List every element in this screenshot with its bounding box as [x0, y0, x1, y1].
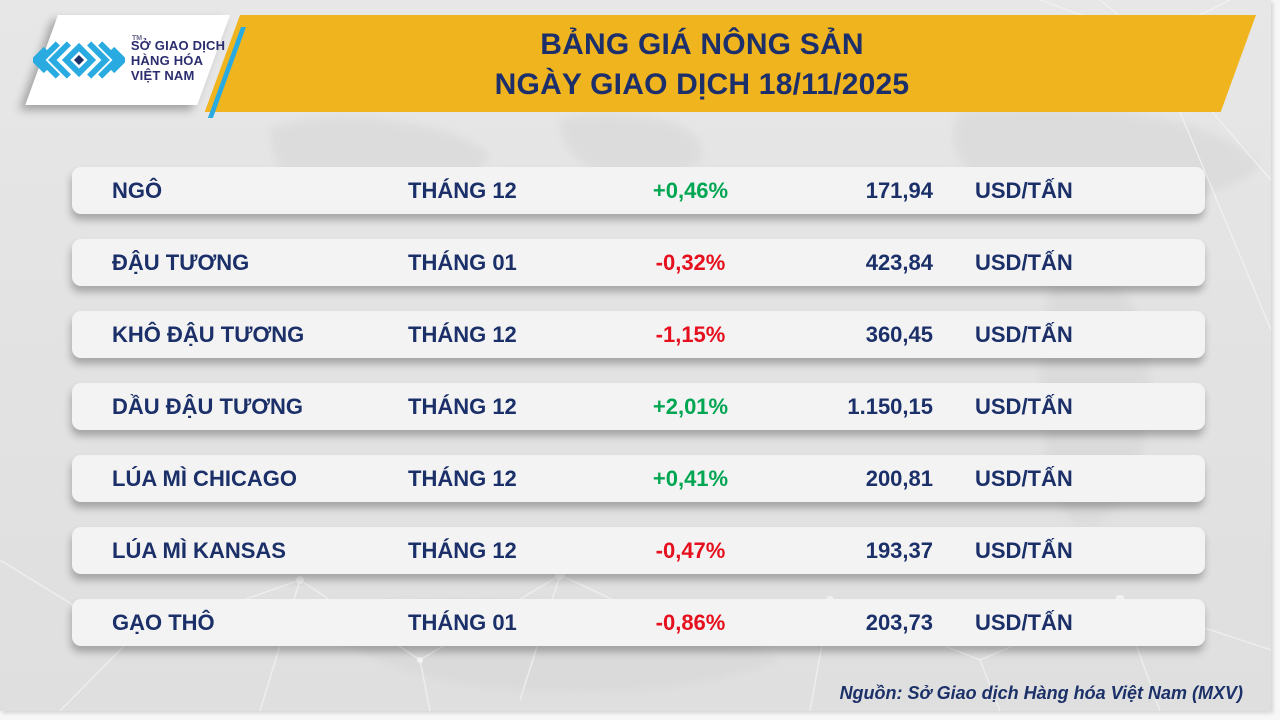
price-unit: USD/TẤN: [975, 393, 1073, 419]
price-row: LÚA MÌ KANSAS THÁNG 12 -0,47% 193,37 USD…: [72, 527, 1205, 574]
commodity-name: GẠO THÔ: [112, 609, 215, 635]
contract-month: THÁNG 12: [408, 321, 517, 347]
contract-month: THÁNG 01: [408, 249, 517, 275]
commodity-name: LÚA MÌ KANSAS: [112, 537, 286, 563]
percent-change: +2,01%: [652, 393, 729, 419]
price-row: GẠO THÔ THÁNG 01 -0,86% 203,73 USD/TẤN: [72, 599, 1205, 646]
price-value: 203,73: [865, 609, 933, 635]
contract-month: THÁNG 12: [408, 393, 517, 419]
commodity-name: NGÔ: [112, 177, 163, 203]
price-value: 193,37: [865, 537, 933, 563]
price-unit: USD/TẤN: [975, 249, 1073, 275]
price-value: 423,84: [865, 249, 933, 275]
percent-change: +0,46%: [652, 177, 729, 203]
logo-text-line3: VIỆT NAM: [130, 67, 195, 83]
price-unit: USD/TẤN: [975, 537, 1073, 563]
logo-text-line2: HÀNG HÓA: [130, 52, 204, 68]
price-value: 360,45: [865, 321, 933, 347]
commodity-name: LÚA MÌ CHICAGO: [112, 465, 297, 491]
title-banner: BẢNG GIÁ NÔNG SẢN NGÀY GIAO DỊCH 18/11/2…: [204, 15, 1257, 112]
percent-change: -0,86%: [655, 609, 726, 635]
price-value: 200,81: [865, 465, 933, 491]
mxv-logo-card: TM SỞ GIAO DỊCH HÀNG HÓA VIỆT NAM: [25, 15, 231, 105]
commodity-name: ĐẬU TƯƠNG: [112, 249, 250, 275]
contract-month: THÁNG 01: [408, 609, 517, 635]
price-unit: USD/TẤN: [975, 465, 1073, 491]
price-row: LÚA MÌ CHICAGO THÁNG 12 +0,41% 200,81 US…: [72, 455, 1205, 502]
trademark-symbol: TM: [132, 35, 143, 42]
contract-month: THÁNG 12: [408, 537, 517, 563]
mxv-chevron-icon: [32, 41, 125, 79]
price-value: 171,94: [865, 177, 933, 203]
logo-text-line1: SỞ GIAO DỊCH: [130, 37, 226, 53]
contract-month: THÁNG 12: [408, 177, 517, 203]
mxv-logo-text: SỞ GIAO DỊCH HÀNG HÓA VIỆT NAM: [131, 38, 225, 83]
price-unit: USD/TẤN: [975, 321, 1073, 347]
price-row: KHÔ ĐẬU TƯƠNG THÁNG 12 -1,15% 360,45 USD…: [72, 311, 1205, 358]
price-unit: USD/TẤN: [975, 609, 1073, 635]
commodity-name: KHÔ ĐẬU TƯƠNG: [112, 321, 305, 347]
price-value: 1.150,15: [847, 393, 933, 419]
source-note: Nguồn: Sở Giao dịch Hàng hóa Việt Nam (M…: [839, 683, 1243, 703]
price-row: NGÔ THÁNG 12 +0,46% 171,94 USD/TẤN: [72, 167, 1205, 214]
percent-change: -0,47%: [655, 537, 726, 563]
percent-change: -1,15%: [655, 321, 726, 347]
commodity-name: DẦU ĐẬU TƯƠNG: [112, 393, 304, 419]
price-row: DẦU ĐẬU TƯƠNG THÁNG 12 +2,01% 1.150,15 U…: [72, 383, 1205, 430]
percent-change: +0,41%: [652, 465, 729, 491]
board-title-line2: NGÀY GIAO DỊCH 18/11/2025: [494, 67, 910, 101]
price-row: ĐẬU TƯƠNG THÁNG 01 -0,32% 423,84 USD/TẤN: [72, 239, 1205, 286]
price-table: NGÔ THÁNG 12 +0,46% 171,94 USD/TẤN ĐẬU T…: [72, 167, 1205, 671]
contract-month: THÁNG 12: [408, 465, 517, 491]
percent-change: -0,32%: [655, 249, 726, 275]
price-unit: USD/TẤN: [975, 177, 1073, 203]
board-title-line1: BẢNG GIÁ NÔNG SẢN: [540, 27, 864, 61]
